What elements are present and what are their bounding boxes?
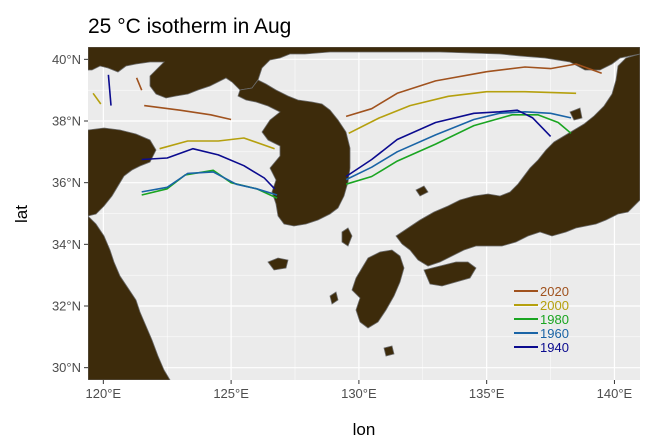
x-tick-label: 125°E (213, 386, 249, 401)
land-japan-kyushu (351, 249, 405, 329)
legend-label-1980: 1980 (540, 312, 569, 327)
land-japan-shikoku (423, 261, 477, 287)
y-tick-label: 38°N (52, 114, 81, 129)
series-line-2020 (144, 104, 232, 121)
chart-title: 25 °C isotherm in Aug (88, 15, 291, 38)
series-line-1940 (345, 109, 552, 178)
land-japan-honshu (395, 53, 640, 267)
y-axis-title: lat (12, 205, 31, 223)
land-island-goto (329, 291, 339, 305)
series-line-1960 (345, 111, 572, 181)
legend-label-1940: 1940 (540, 340, 569, 355)
land-island-oki (415, 185, 429, 197)
land-island-tsushima (341, 227, 353, 247)
x-axis-ticks: 120°E 125°E 130°E 135°E 140°E (86, 380, 633, 401)
series-line-2020 (135, 77, 143, 91)
legend-label-1960: 1960 (540, 326, 569, 341)
series-line-1980 (345, 114, 572, 185)
land-korea (237, 79, 351, 227)
y-tick-label: 40°N (52, 52, 81, 67)
isotherm-lines (92, 63, 602, 199)
series-line-2000 (159, 137, 275, 150)
legend-label-2020: 2020 (540, 284, 569, 299)
x-tick-label: 140°E (597, 386, 633, 401)
legend-label-2000: 2000 (540, 298, 569, 313)
land-island-jeju (267, 257, 289, 271)
series-line-2000 (92, 92, 102, 105)
land-china-south (88, 215, 171, 380)
series-line-1940 (141, 147, 276, 190)
y-tick-label: 34°N (52, 237, 81, 252)
y-tick-label: 30°N (52, 360, 81, 375)
x-tick-label: 120°E (86, 386, 122, 401)
land-china-east (88, 127, 157, 217)
x-tick-label: 130°E (341, 386, 377, 401)
land-island-sado (569, 107, 583, 121)
y-tick-label: 36°N (52, 175, 81, 190)
y-axis-ticks: 30°N 32°N 34°N 36°N 38°N 40°N (52, 52, 88, 375)
x-tick-label: 135°E (469, 386, 505, 401)
land-island-osumi (383, 345, 395, 357)
land-masses (88, 47, 640, 380)
series-line-2000 (348, 90, 577, 135)
x-axis-title: lon (353, 420, 376, 439)
series-line-1960 (141, 171, 278, 196)
series-line-2020 (345, 63, 602, 118)
series-line-1940 (107, 74, 112, 106)
y-tick-label: 32°N (52, 299, 81, 314)
